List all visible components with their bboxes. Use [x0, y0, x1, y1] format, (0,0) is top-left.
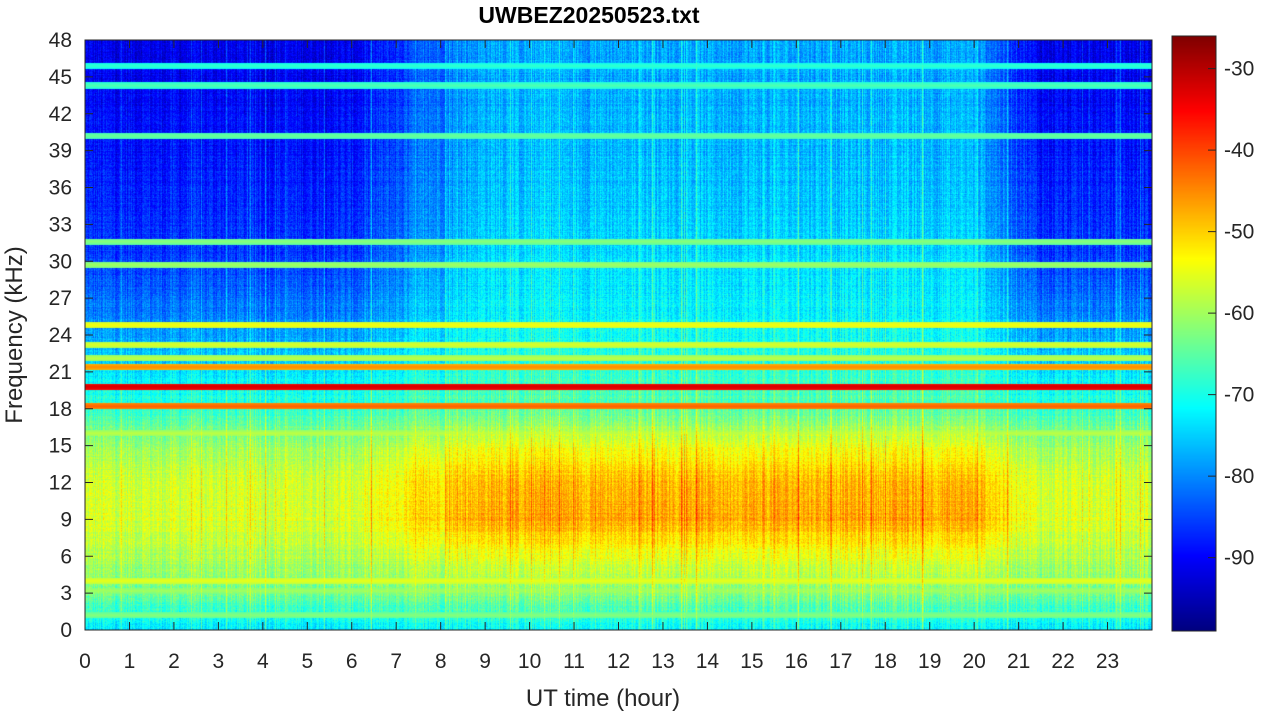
x-tick-label: 3: [213, 650, 225, 673]
y-tick-label: 9: [60, 508, 72, 531]
colorbar-frame: [1171, 35, 1217, 632]
heatmap-container: [85, 40, 1152, 630]
y-tick-label: 36: [49, 177, 72, 200]
colorbar-gradient: [1172, 36, 1216, 631]
x-tick-label: 2: [168, 650, 180, 673]
x-tick-label: 12: [607, 650, 630, 673]
heatmap-image: [85, 40, 1152, 630]
x-axis: 0 1 2 3 4 5 6 7 8 9 10 11 12 13 14 15 16 17 18 19 20 21 22 23: [79, 40, 1119, 673]
x-tick-label: 7: [390, 650, 402, 673]
colorbar-tick-label: -30: [1224, 58, 1254, 81]
x-tick-label: 23: [1096, 650, 1119, 673]
x-tick-label: 10: [518, 650, 541, 673]
x-tick-label: 16: [785, 650, 808, 673]
x-tick-label: 13: [651, 650, 674, 673]
x-tick-label: 1: [124, 650, 136, 673]
y-tick-label: 30: [49, 250, 72, 273]
colorbar: -30 -40 -50 -60 -70 -80 -90: [1171, 35, 1254, 632]
chart-title: UWBEZ20250523.txt: [478, 2, 699, 28]
y-tick-label: 18: [49, 398, 72, 421]
x-tick-label: 8: [435, 650, 447, 673]
x-tick-label: 20: [962, 650, 985, 673]
colorbar-tick-label: -40: [1224, 139, 1254, 162]
colorbar-gradient-container: [1172, 36, 1216, 631]
x-tick-label: 11: [563, 650, 585, 673]
y-tick-label: 12: [49, 472, 72, 495]
y-tick-label: 15: [49, 435, 72, 458]
colorbar-tick-label: -50: [1224, 221, 1254, 244]
plot-area: [84, 39, 1153, 631]
x-tick-label: 4: [257, 650, 269, 673]
colorbar-tick-label: -70: [1224, 384, 1254, 407]
x-tick-label: 5: [301, 650, 313, 673]
y-tick-label: 42: [49, 103, 72, 126]
y-tick-label: 6: [60, 545, 72, 568]
y-axis-label: Frequency (kHz): [1, 246, 28, 423]
x-tick-label: 9: [479, 650, 491, 673]
x-tick-label: 15: [740, 650, 763, 673]
x-tick-label: 19: [918, 650, 941, 673]
colorbar-tick-label: -60: [1224, 302, 1254, 325]
x-tick-label: 21: [1007, 650, 1030, 673]
y-tick-label: 45: [49, 66, 72, 89]
colorbar-tick-label: -90: [1224, 547, 1254, 570]
x-axis-label: UT time (hour): [526, 685, 680, 712]
y-tick-label: 0: [60, 619, 72, 642]
x-tick-label: 18: [874, 650, 897, 673]
colorbar-ticks: -30 -40 -50 -60 -70 -80 -90: [1208, 58, 1254, 570]
x-tick-label: 0: [79, 650, 91, 673]
x-tick-label: 17: [829, 650, 852, 673]
x-tick-label: 14: [696, 650, 720, 673]
y-tick-label: 21: [49, 361, 72, 384]
y-tick-label: 33: [49, 213, 72, 236]
x-tick-label: 6: [346, 650, 358, 673]
y-tick-label: 24: [49, 324, 73, 347]
y-tick-label: 48: [49, 29, 72, 52]
y-tick-label: 27: [49, 287, 72, 310]
colorbar-tick-label: -80: [1224, 465, 1254, 488]
x-tick-label: 22: [1051, 650, 1074, 673]
y-tick-label: 39: [49, 140, 72, 163]
y-tick-label: 3: [60, 582, 72, 605]
